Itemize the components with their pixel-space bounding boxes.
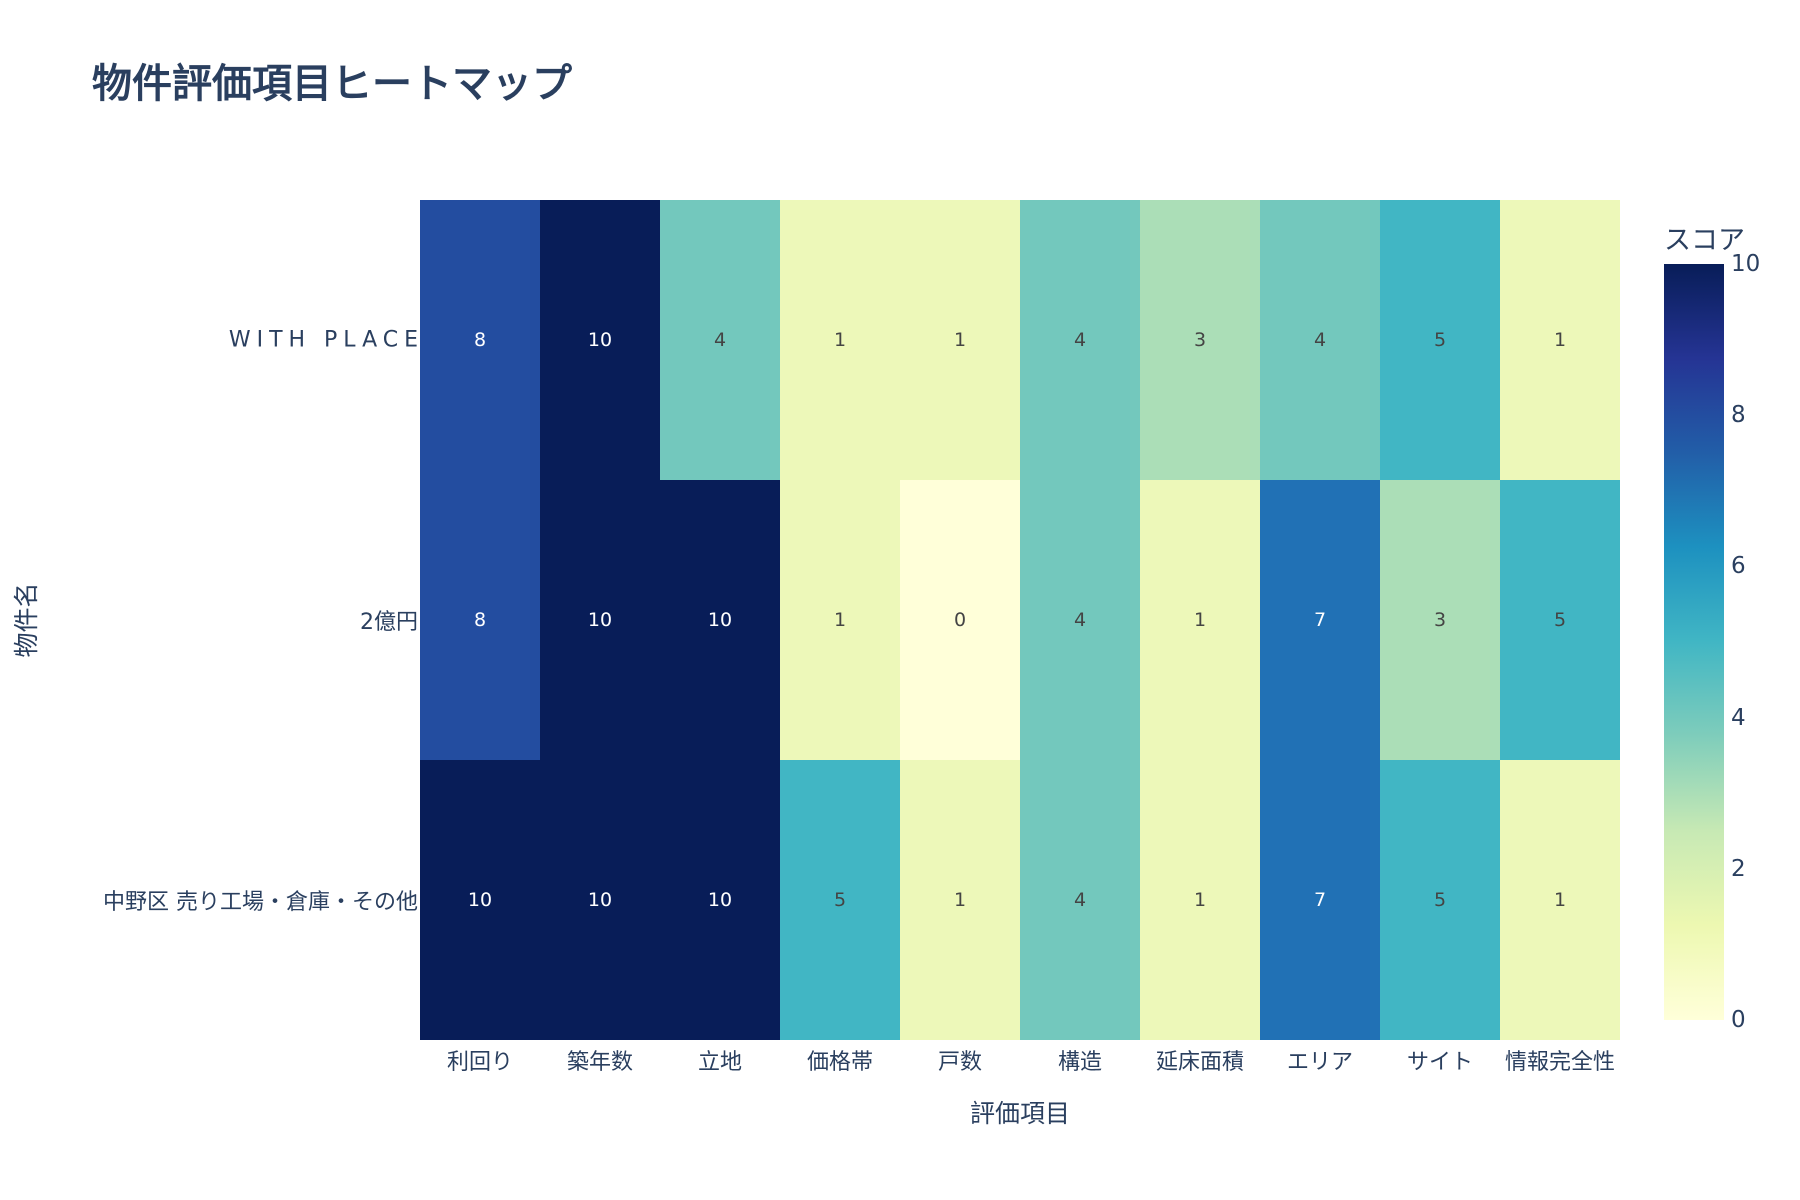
x-tick-label: 構造 <box>1057 1050 1102 1075</box>
heatmap-cell[interactable]: 5 <box>1500 480 1620 760</box>
x-tick-label: 築年数 <box>566 1050 633 1075</box>
heatmap-cell[interactable]: 4 <box>1020 480 1140 760</box>
heatmap-cell[interactable]: 4 <box>1260 200 1380 480</box>
colorbar-tick-label: 10 <box>1731 251 1761 277</box>
heatmap-cell[interactable]: 1 <box>900 200 1020 480</box>
x-tick-label: 立地 <box>697 1050 742 1075</box>
colorbar-tick-label: 2 <box>1731 856 1746 882</box>
x-axis-title: 評価項目 <box>969 1099 1070 1128</box>
heatmap-cell[interactable]: 1 <box>1140 760 1260 1040</box>
heatmap-cell[interactable]: 5 <box>780 760 900 1040</box>
heatmap-cell[interactable]: 5 <box>1380 760 1500 1040</box>
heatmap-cell[interactable]: 8 <box>420 480 540 760</box>
colorbar-tick-label: 6 <box>1731 553 1746 579</box>
x-tick-label: 戸数 <box>937 1050 982 1075</box>
chart-title: 物件評価項目ヒートマップ <box>92 61 572 107</box>
y-axis-title: 物件名 <box>12 582 41 658</box>
colorbar-tick-label: 4 <box>1731 705 1746 731</box>
heatmap-cell[interactable]: 3 <box>1380 480 1500 760</box>
y-tick-label: 2億円 <box>360 610 418 635</box>
heatmap-cell[interactable]: 8 <box>420 200 540 480</box>
colorbar-tick-label: 8 <box>1731 402 1746 428</box>
colorbar-title: スコア <box>1664 225 1745 256</box>
heatmap-cell[interactable]: 1 <box>900 760 1020 1040</box>
heatmap-cell[interactable]: 5 <box>1380 200 1500 480</box>
x-tick-label: 利回り <box>446 1050 513 1075</box>
heatmap-cell[interactable]: 4 <box>660 200 780 480</box>
heatmap-cell[interactable]: 1 <box>1140 480 1260 760</box>
heatmap-cell[interactable]: 1 <box>1500 760 1620 1040</box>
x-tick-label: 価格帯 <box>806 1050 873 1075</box>
heatmap-cell[interactable]: 10 <box>660 760 780 1040</box>
heatmap-cell[interactable]: 7 <box>1260 760 1380 1040</box>
x-tick-label: 延床面積 <box>1155 1050 1244 1075</box>
heatmap-cell[interactable]: 3 <box>1140 200 1260 480</box>
heatmap-plot-area[interactable]: 8 10 4 1 1 4 3 4 5 1 8 10 10 1 0 4 1 7 3 5 10 10 10 5 1 4 1 7 5 1 <box>420 200 1620 1040</box>
heatmap-cell[interactable]: 10 <box>660 480 780 760</box>
heatmap-cell[interactable]: 10 <box>540 480 660 760</box>
heatmap-cell[interactable]: 10 <box>420 760 540 1040</box>
heatmap-cell[interactable]: 1 <box>780 480 900 760</box>
heatmap-cell[interactable]: 4 <box>1020 760 1140 1040</box>
heatmap-cell[interactable]: 1 <box>1500 200 1620 480</box>
colorbar-tick-label: 0 <box>1731 1007 1746 1033</box>
heatmap-cell[interactable]: 7 <box>1260 480 1380 760</box>
heatmap-cell[interactable]: 10 <box>540 760 660 1040</box>
heatmap-cell[interactable]: 0 <box>900 480 1020 760</box>
colorbar <box>1664 264 1724 1020</box>
heatmap-cell[interactable]: 10 <box>540 200 660 480</box>
heatmap-cell[interactable]: 4 <box>1020 200 1140 480</box>
heatmap-cell[interactable]: 1 <box>780 200 900 480</box>
x-tick-label: サイト <box>1406 1050 1473 1075</box>
x-tick-label: 情報完全性 <box>1504 1050 1615 1075</box>
y-tick-label: WITH PLACE <box>228 327 424 353</box>
y-tick-label: 中野区 売り工場・倉庫・その他 <box>103 890 418 915</box>
x-tick-label: エリア <box>1286 1050 1353 1075</box>
